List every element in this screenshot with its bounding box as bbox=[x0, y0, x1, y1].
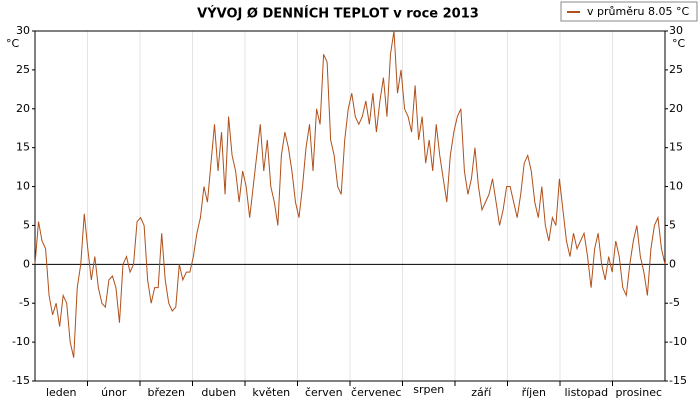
y-tick-label: 0 bbox=[23, 257, 30, 270]
y2-tick-label: -15 bbox=[669, 374, 687, 387]
y-tick-label: 20 bbox=[16, 102, 30, 115]
y2-tick-label: 5 bbox=[669, 218, 676, 231]
series-line bbox=[34, 30, 666, 358]
x-tick-label: leden bbox=[46, 386, 77, 399]
x-tick-label: květen bbox=[252, 386, 290, 399]
y-tick-label: -10 bbox=[12, 335, 30, 348]
y2-tick-label: 0 bbox=[669, 257, 676, 270]
x-tick-label: duben bbox=[201, 386, 236, 399]
y-tick-label: 15 bbox=[16, 141, 30, 154]
x-tick-label: prosinec bbox=[615, 386, 662, 399]
plot-frame bbox=[34, 30, 666, 382]
x-tick-label: srpen bbox=[413, 383, 444, 396]
y2-tick-label: 15 bbox=[669, 141, 683, 154]
y2-tick-label: 25 bbox=[669, 63, 683, 76]
x-tick-label: červenec bbox=[351, 386, 401, 399]
y-tick-label: -5 bbox=[19, 296, 30, 309]
legend-box bbox=[560, 1, 698, 22]
y-tick-label: 10 bbox=[16, 180, 30, 193]
y2-unit: °C bbox=[672, 37, 686, 50]
y-tick-label: 5 bbox=[23, 218, 30, 231]
x-tick-label: říjen bbox=[522, 386, 546, 399]
x-tick-label: březen bbox=[147, 386, 185, 399]
y2-tick-label: -10 bbox=[669, 335, 687, 348]
y2-tick-label: 20 bbox=[669, 102, 683, 115]
chart-title: VÝVOJ Ø DENNÍCH TEPLOT v roce 2013 bbox=[197, 6, 479, 22]
x-tick-label: červen bbox=[305, 386, 343, 399]
y-tick-label: 30 bbox=[16, 24, 30, 37]
legend-label: v průměru 8.05 °C bbox=[587, 5, 689, 18]
y2-tick-label: -5 bbox=[669, 296, 680, 309]
x-tick-label: listopad bbox=[564, 386, 608, 399]
y2-tick-label: 30 bbox=[669, 24, 683, 37]
y-tick-label: 25 bbox=[16, 63, 30, 76]
x-tick-label: září bbox=[471, 386, 492, 399]
y-unit: °C bbox=[6, 37, 20, 50]
x-tick-label: únor bbox=[101, 386, 127, 399]
y2-tick-label: 10 bbox=[669, 180, 683, 193]
y-tick-label: -15 bbox=[12, 374, 30, 387]
